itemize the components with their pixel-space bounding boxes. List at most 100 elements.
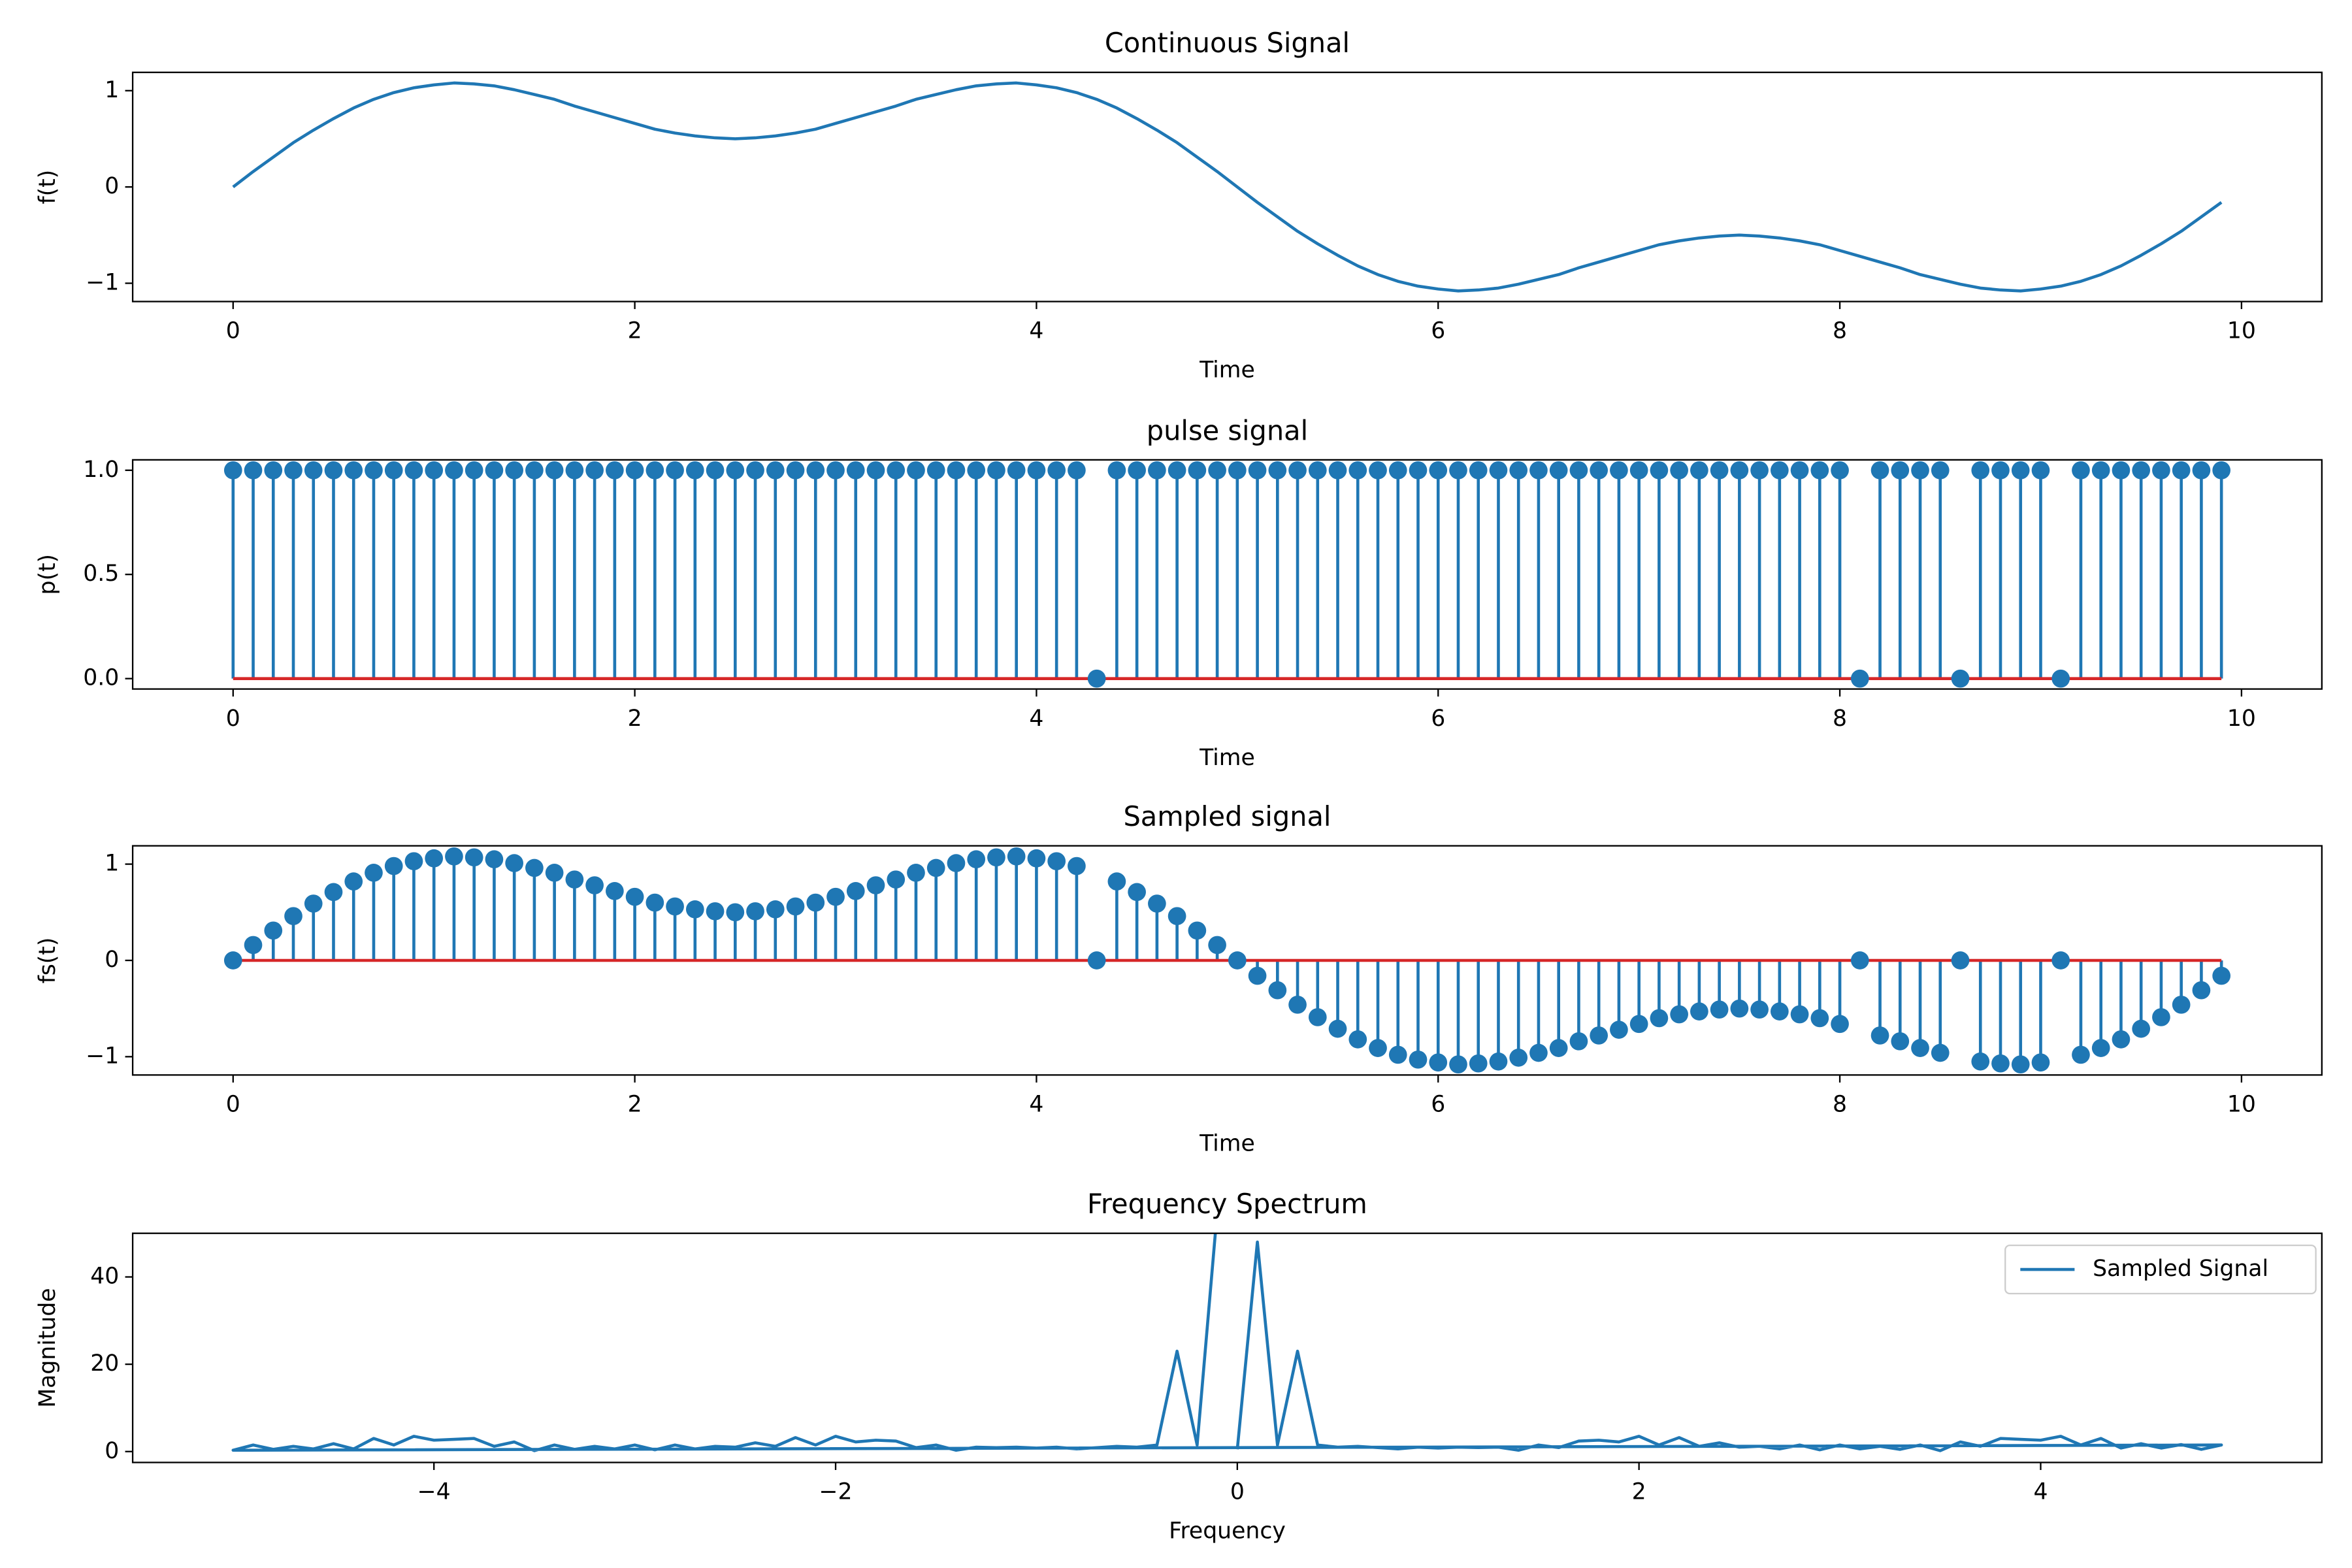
stem-marker — [746, 461, 764, 480]
stem-marker — [625, 887, 644, 906]
stem-marker — [284, 907, 302, 926]
stem-marker — [1650, 461, 1669, 480]
stem-marker — [1469, 1054, 1488, 1073]
stem-marker — [1429, 1053, 1448, 1072]
y-axis-label: f(t) — [35, 170, 61, 204]
stem-marker — [1047, 852, 1066, 871]
stem-marker — [806, 461, 825, 480]
stem-marker — [2172, 461, 2191, 480]
stem-marker — [1068, 461, 1086, 480]
stem-marker — [926, 461, 945, 480]
stem-marker — [344, 461, 363, 480]
y-axis-label: fs(t) — [35, 938, 61, 984]
stem-marker — [806, 893, 825, 912]
stem-marker — [846, 461, 865, 480]
stem-marker — [2072, 461, 2090, 480]
y-tick-label: 40 — [90, 1264, 119, 1290]
stem-marker — [1991, 1054, 2010, 1073]
stem-marker — [766, 900, 785, 919]
stem-marker — [1388, 461, 1407, 480]
stem-marker — [1710, 461, 1729, 480]
stem-marker — [826, 887, 845, 906]
stem-marker — [1509, 1049, 1528, 1067]
x-tick-label: 0 — [226, 706, 240, 732]
stem-marker — [1750, 461, 1769, 480]
chart-title: Frequency Spectrum — [1087, 1188, 1367, 1220]
stem-marker — [1489, 461, 1508, 480]
x-tick-label: −2 — [819, 1479, 852, 1505]
y-axis-label: Magnitude — [35, 1288, 61, 1407]
plot-area — [232, 81, 2223, 293]
y-axis-label: p(t) — [35, 554, 61, 595]
x-tick-label: 6 — [1431, 318, 1445, 344]
x-tick-label: 4 — [1029, 1092, 1043, 1118]
stem-marker — [505, 854, 524, 872]
stem-marker — [726, 903, 745, 922]
stem-marker — [926, 858, 945, 877]
y-tick-label: 0.5 — [83, 561, 119, 587]
x-tick-label: 0 — [226, 318, 240, 344]
stem-marker — [625, 461, 644, 480]
stem-marker — [786, 461, 805, 480]
stem-marker — [1288, 461, 1307, 480]
stem-marker — [1148, 894, 1166, 913]
stem-marker — [485, 850, 504, 869]
stem-marker — [1931, 1043, 1950, 1062]
x-tick-label: 4 — [2033, 1479, 2048, 1505]
stem-marker — [1228, 951, 1247, 970]
stem-marker — [1670, 1005, 1688, 1024]
stem-marker — [1148, 461, 1166, 480]
stem-marker — [1107, 461, 1126, 480]
x-tick-label: 8 — [1833, 1092, 1847, 1118]
stem-marker — [264, 461, 283, 480]
stem-marker — [1770, 461, 1789, 480]
stem-marker — [947, 461, 966, 480]
stem-marker — [1469, 461, 1488, 480]
stem-marker — [1770, 1002, 1789, 1021]
stem-marker — [1629, 1015, 1648, 1034]
stem-marker — [846, 882, 865, 900]
x-tick-label: 4 — [1029, 706, 1043, 732]
stem-marker — [766, 461, 785, 480]
stem-marker — [2011, 1055, 2030, 1074]
x-tick-label: −4 — [417, 1479, 451, 1505]
stem-marker — [666, 461, 684, 480]
stem-marker — [1087, 951, 1106, 970]
stem-marker — [384, 857, 403, 875]
stem-marker — [1268, 461, 1287, 480]
stem-marker — [606, 882, 624, 900]
stem-marker — [284, 461, 302, 480]
chart-title: Sampled signal — [1123, 800, 1331, 832]
stem-marker — [2212, 966, 2230, 985]
plot-area — [231, 470, 2223, 680]
stem-marker — [645, 893, 664, 912]
x-tick-label: 4 — [1029, 318, 1043, 344]
stem-marker — [1549, 1039, 1568, 1057]
stem-marker — [1409, 1050, 1428, 1069]
stem-marker — [987, 848, 1005, 867]
stem-marker — [1850, 669, 1869, 688]
plot-area — [231, 1233, 2223, 1452]
stem-marker — [2072, 1045, 2090, 1064]
stem-marker — [2011, 461, 2030, 480]
stem-marker — [1569, 1032, 1588, 1051]
stem-marker — [2152, 461, 2170, 480]
stem-marker — [505, 461, 524, 480]
series-line — [231, 1233, 2223, 1452]
stem-marker — [967, 461, 986, 480]
stem-marker — [404, 461, 423, 480]
stem-marker — [1971, 461, 1990, 480]
stem-marker — [1870, 1026, 1889, 1045]
stem-marker — [1268, 981, 1287, 1000]
stem-marker — [1870, 461, 1889, 480]
stem-marker — [425, 849, 444, 868]
stem-marker — [1288, 995, 1307, 1014]
stem-marker — [244, 936, 263, 955]
stem-marker — [1569, 461, 1588, 480]
stem-marker — [565, 461, 584, 480]
stem-marker — [1891, 1032, 1910, 1051]
stem-marker — [445, 461, 463, 480]
stem-marker — [1750, 1000, 1769, 1019]
stem-marker — [365, 461, 383, 480]
